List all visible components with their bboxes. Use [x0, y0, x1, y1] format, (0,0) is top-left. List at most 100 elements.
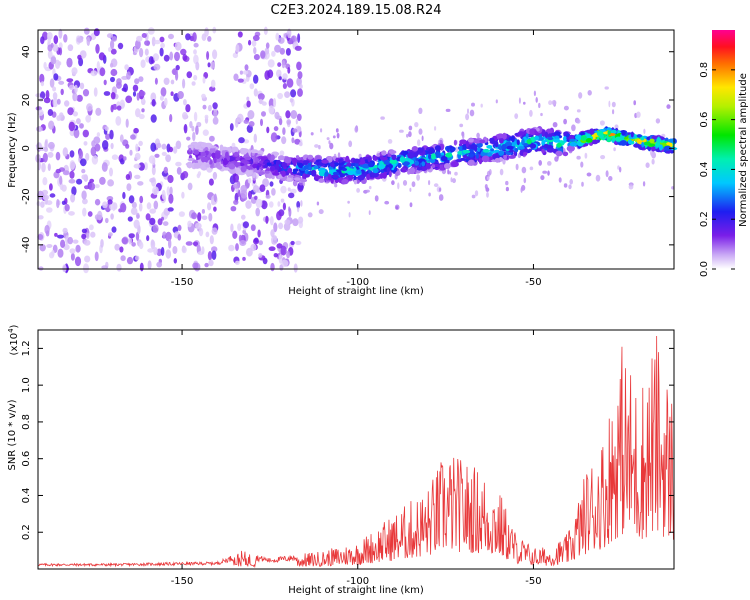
heatmap-cell	[198, 227, 204, 237]
heatmap-cell	[168, 193, 174, 204]
heatmap-cell	[495, 99, 498, 104]
heatmap-cell	[55, 168, 61, 174]
heatmap-cell	[414, 122, 419, 128]
heatmap-cell	[516, 139, 520, 146]
heatmap-cell	[338, 158, 343, 163]
heatmap-cell	[628, 184, 634, 190]
heatmap-cell	[252, 35, 260, 41]
heatmap-cell	[208, 259, 214, 267]
heatmap-cell	[388, 150, 397, 155]
heatmap-cell	[277, 201, 281, 207]
heatmap-cell	[274, 44, 282, 53]
heatmap-cell	[250, 149, 259, 154]
heatmap-cell	[431, 164, 436, 169]
heatmap-cell	[377, 163, 386, 170]
y-tick-label: 0.4	[21, 488, 32, 504]
heatmap-cell	[515, 163, 519, 171]
heatmap-cell	[374, 164, 378, 169]
heatmap-cell	[525, 133, 529, 139]
heatmap-cell	[195, 61, 200, 71]
heatmap-cell	[68, 211, 75, 216]
heatmap-cell	[445, 108, 451, 112]
heatmap-cell	[237, 78, 244, 83]
heatmap-cell	[297, 33, 301, 43]
heatmap-cell	[295, 240, 302, 246]
heatmap-cell	[547, 136, 554, 141]
snr-panel: -150 -100 -50 0.2 0.4 0.6 0.8 1.0 1.2 Height of…	[7, 324, 675, 596]
heatmap-cell	[636, 134, 642, 138]
heatmap-cell	[331, 174, 339, 179]
heatmap-cell	[278, 118, 283, 126]
heatmap-cell	[156, 261, 163, 268]
heatmap-cell	[173, 258, 177, 264]
heatmap-cell	[641, 141, 645, 148]
heatmap-cell	[270, 229, 275, 238]
heatmap-cell	[480, 103, 483, 108]
x-tick-label: -150	[171, 277, 194, 288]
heatmap-cell	[152, 53, 160, 62]
heatmap-cell	[177, 234, 182, 241]
heatmap-cell	[290, 240, 295, 246]
heatmap-cell	[151, 99, 156, 107]
heatmap-cell	[296, 61, 302, 71]
heatmap-cell	[562, 151, 569, 157]
heatmap-cell	[505, 180, 509, 186]
heatmap-cell	[150, 142, 157, 152]
heatmap-cell	[181, 191, 185, 199]
heatmap-cell	[268, 105, 275, 115]
heatmap-cell	[83, 263, 89, 274]
heatmap-cell	[165, 231, 172, 242]
heatmap-cell	[177, 91, 184, 99]
heatmap-cell	[81, 174, 87, 180]
heatmap-cell	[247, 166, 253, 171]
heatmap-cell	[286, 78, 294, 88]
heatmap-cell	[110, 142, 114, 150]
heatmap-cell	[99, 67, 106, 77]
heatmap-cell	[278, 37, 285, 44]
heatmap-cell	[278, 254, 283, 264]
heatmap-cell	[153, 200, 159, 210]
heatmap-cell	[368, 210, 371, 216]
heatmap-cell	[176, 167, 182, 175]
heatmap-cell	[287, 67, 291, 74]
heatmap-cell	[134, 255, 140, 261]
heatmap-cell	[248, 39, 252, 46]
heatmap-cell	[418, 128, 423, 135]
heatmap-cell	[511, 135, 515, 143]
heatmap-cell	[316, 201, 320, 206]
heatmap-cell	[296, 77, 302, 87]
colorbar-label: Normalized spectral amplitude	[738, 73, 749, 227]
heatmap-cell	[383, 168, 388, 172]
heatmap-cell	[399, 129, 404, 133]
heatmap-cell	[418, 107, 423, 115]
heatmap-cell	[388, 170, 392, 178]
heatmap-cell	[213, 109, 218, 118]
heatmap-cell	[580, 161, 584, 168]
heatmap-cell	[529, 166, 534, 171]
heatmap-cell	[391, 154, 397, 161]
heatmap-cell	[164, 97, 168, 106]
heatmap-cell	[58, 28, 63, 39]
heatmap-cell	[167, 207, 174, 212]
heatmap-cell	[499, 137, 504, 144]
heatmap-cell	[361, 163, 370, 169]
heatmap-cell	[471, 194, 476, 199]
heatmap-cell	[41, 162, 46, 173]
heatmap-cell	[169, 51, 174, 61]
heatmap-cell	[389, 159, 398, 165]
heatmap-cell	[250, 224, 256, 232]
heatmap-cell	[63, 34, 68, 43]
heatmap-cell	[72, 239, 79, 244]
heatmap-cell	[162, 221, 169, 227]
heatmap-cell	[280, 245, 287, 256]
heatmap-cell	[242, 70, 249, 75]
heatmap-cell	[85, 114, 92, 123]
heatmap-cell	[95, 43, 100, 54]
heatmap-cell	[201, 93, 206, 99]
heatmap-cell	[265, 194, 271, 199]
heatmap-cell	[192, 262, 199, 269]
heatmap-cell	[328, 140, 331, 145]
heatmap-cell	[270, 154, 275, 162]
heatmap-cell	[91, 140, 96, 148]
heatmap-cell	[284, 91, 291, 98]
